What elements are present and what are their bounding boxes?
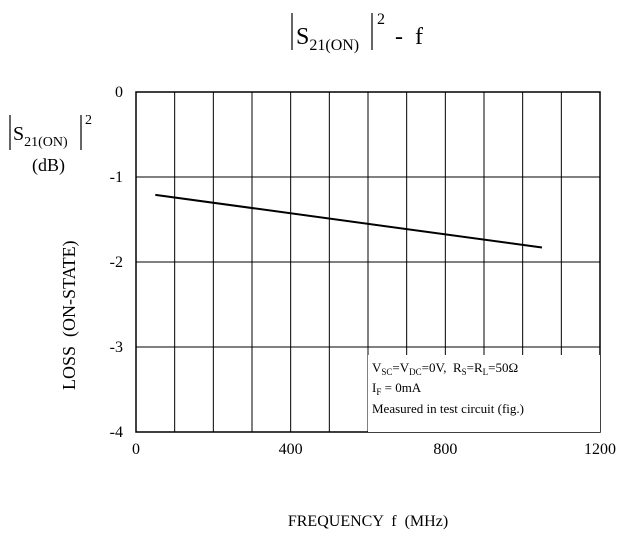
annotation: VSC=VDC=0V, RS=RL=50Ω IF = 0mA Measured … — [368, 355, 600, 432]
x-tick-label: 400 — [279, 441, 303, 458]
x-tick-label: 1200 — [584, 441, 616, 458]
annotation-line-3: Measured in test circuit (fig.) — [372, 401, 524, 416]
x-axis-label: FREQUENCY f (MHz) — [288, 513, 448, 530]
series-line-0 — [155, 193, 543, 249]
horizontal-grid — [136, 176, 600, 348]
title-power: 2 — [377, 11, 385, 28]
y-tick-label: -1 — [110, 169, 123, 186]
y-tick-label: -4 — [110, 424, 123, 441]
x-tick-labels: 0 400 800 1200 — [132, 441, 616, 458]
y-tick-label: -3 — [110, 339, 123, 356]
ylabel-vertical: LOSS (ON-STATE) — [59, 240, 80, 390]
ylabel-text: S21(ON) — [13, 123, 68, 150]
y-axis-label: S21(ON) 2 (dB) LOSS (ON-STATE) — [9, 113, 92, 390]
x-tick-label: 0 — [132, 441, 140, 458]
title-text: S21(ON) — [296, 24, 359, 54]
ylabel-unit: (dB) — [32, 155, 65, 176]
annotation-line-1: VSC=VDC=0V, RS=RL=50Ω — [372, 360, 518, 377]
annotation-background — [368, 355, 600, 432]
y-tick-label: -2 — [110, 254, 123, 271]
y-tick-labels: 0 -1 -2 -3 -4 — [110, 84, 123, 441]
ylabel-power: 2 — [85, 113, 92, 128]
chart-title: S21(ON) 2 - f — [291, 11, 423, 54]
y-tick-label: 0 — [115, 84, 123, 101]
series-layer — [155, 193, 543, 249]
x-tick-label: 800 — [433, 441, 457, 458]
title-suffix: - f — [395, 24, 423, 50]
annotation-line-2: IF = 0mA — [372, 380, 422, 397]
